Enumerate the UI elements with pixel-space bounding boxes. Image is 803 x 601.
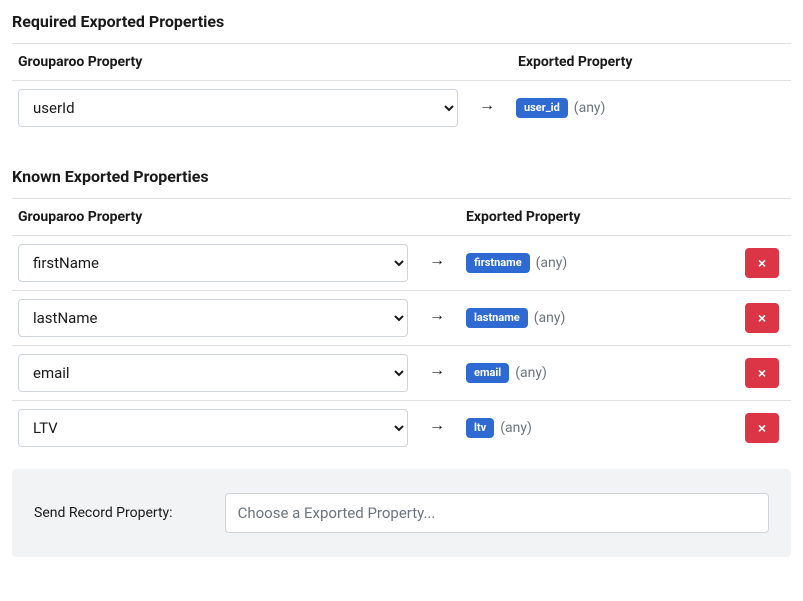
arrow-icon: →	[408, 250, 466, 276]
delete-row-button[interactable]: ×	[745, 358, 779, 388]
grouparoo-property-select[interactable]: lastName	[18, 299, 408, 337]
table-header: Grouparoo Property Exported Property	[12, 43, 791, 81]
close-icon: ×	[758, 420, 766, 436]
exported-cell: firstname (any)	[466, 253, 737, 272]
close-icon: ×	[758, 255, 766, 271]
arrow-icon: →	[458, 95, 516, 121]
select-wrapper: firstName	[18, 244, 408, 282]
exported-property-badge: ltv	[466, 418, 494, 437]
exported-cell: lastname (any)	[466, 308, 737, 327]
grouparoo-property-select[interactable]: LTV	[18, 409, 408, 447]
delete-button-cell: ×	[737, 303, 785, 333]
grouparoo-property-select[interactable]: firstName	[18, 244, 408, 282]
arrow-icon: →	[408, 305, 466, 331]
column-header-grouparoo: Grouparoo Property	[18, 209, 466, 225]
grouparoo-property-select[interactable]: email	[18, 354, 408, 392]
delete-button-cell: ×	[737, 413, 785, 443]
delete-button-cell: ×	[737, 248, 785, 278]
required-exported-properties-section: Required Exported Properties Grouparoo P…	[12, 12, 791, 135]
section-title: Required Exported Properties	[12, 12, 791, 31]
exported-cell: email (any)	[466, 363, 737, 382]
table-header: Grouparoo Property Exported Property	[12, 198, 791, 236]
property-row: firstName → firstname (any) ×	[12, 236, 791, 291]
select-wrapper: LTV	[18, 409, 408, 447]
section-title: Known Exported Properties	[12, 167, 791, 186]
property-type: (any)	[500, 420, 532, 436]
property-row: lastName → lastname (any) ×	[12, 291, 791, 346]
property-type: (any)	[515, 365, 547, 381]
send-record-property-input[interactable]	[225, 493, 769, 533]
send-record-property-box: Send Record Property:	[12, 469, 791, 557]
grouparoo-property-select[interactable]: userId	[18, 89, 458, 127]
send-record-property-label: Send Record Property:	[34, 505, 173, 521]
exported-property-badge: firstname	[466, 253, 530, 272]
exported-property-badge: email	[466, 363, 509, 382]
property-type: (any)	[536, 255, 568, 271]
column-header-exported: Exported Property	[518, 54, 785, 70]
exported-cell: user_id (any)	[516, 98, 785, 117]
column-header-exported: Exported Property	[466, 209, 785, 225]
column-header-grouparoo: Grouparoo Property	[18, 54, 518, 70]
select-wrapper: lastName	[18, 299, 408, 337]
known-exported-properties-section: Known Exported Properties Grouparoo Prop…	[12, 167, 791, 557]
delete-button-cell: ×	[737, 358, 785, 388]
property-row: userId → user_id (any)	[12, 81, 791, 135]
delete-row-button[interactable]: ×	[745, 248, 779, 278]
arrow-icon: →	[408, 360, 466, 386]
close-icon: ×	[758, 310, 766, 326]
delete-row-button[interactable]: ×	[745, 413, 779, 443]
exported-cell: ltv (any)	[466, 418, 737, 437]
delete-row-button[interactable]: ×	[745, 303, 779, 333]
property-type: (any)	[534, 310, 566, 326]
select-wrapper: userId	[18, 89, 458, 127]
close-icon: ×	[758, 365, 766, 381]
arrow-icon: →	[408, 415, 466, 441]
property-row: LTV → ltv (any) ×	[12, 401, 791, 455]
property-type: (any)	[574, 100, 606, 116]
exported-property-badge: lastname	[466, 308, 528, 327]
exported-property-badge: user_id	[516, 98, 568, 117]
select-wrapper: email	[18, 354, 408, 392]
property-row: email → email (any) ×	[12, 346, 791, 401]
